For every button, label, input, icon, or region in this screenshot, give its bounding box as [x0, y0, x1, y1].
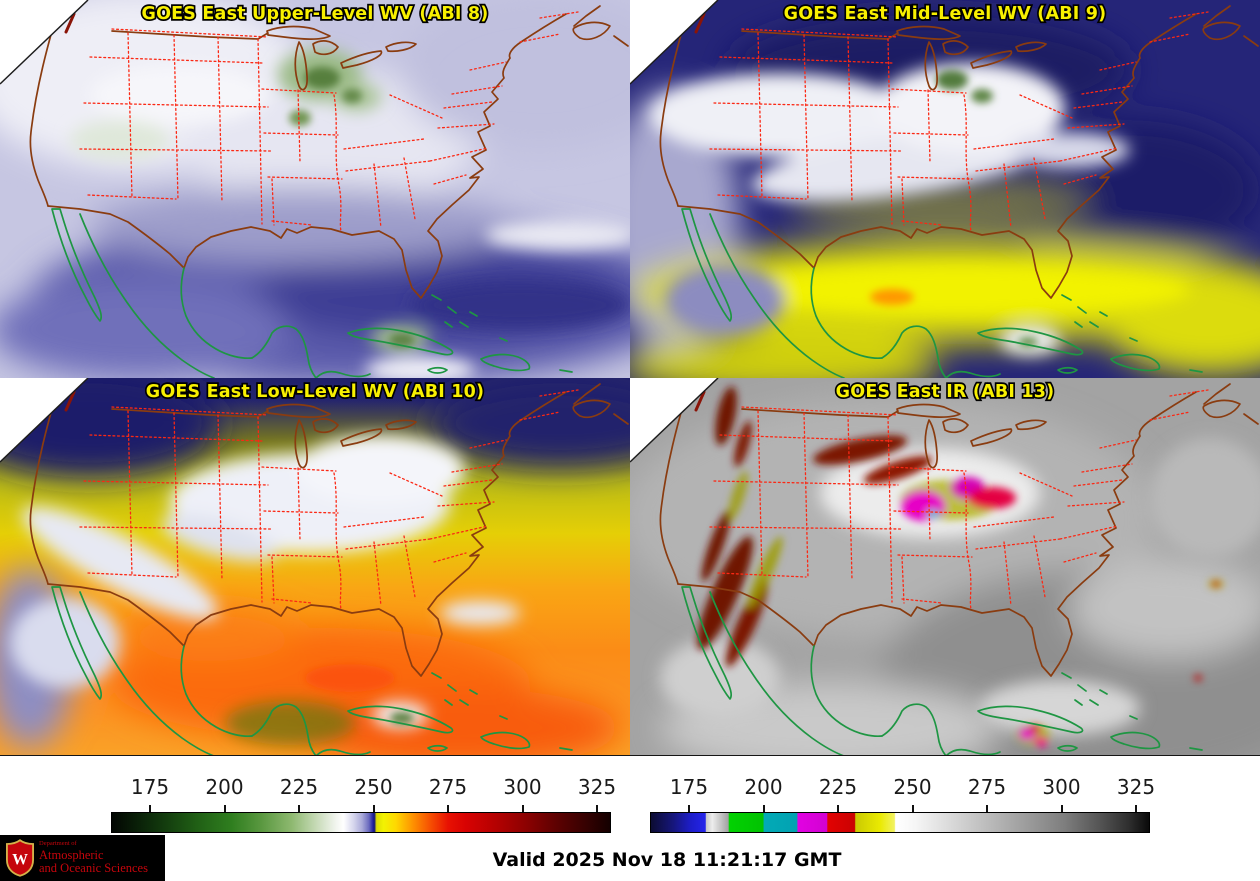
panel-title-abi13: GOES East IR (ABI 13)	[836, 382, 1055, 402]
ir-colorbar: 175 200 225 250 275 300 325	[650, 775, 1155, 833]
colorbar-tick-label: 200	[205, 775, 244, 799]
colorbar-tick	[762, 805, 765, 812]
footer-strip: 175 200 225 250 275 300 325 175 200 225 …	[0, 756, 1260, 881]
colorbar-tick	[149, 805, 151, 812]
crest-letter: W	[12, 852, 28, 869]
panel-abi10-image: GOES East Low-Level WV (ABI 10)	[0, 378, 630, 756]
colorbar-tick	[986, 805, 988, 812]
wv-colorbar-gradient	[111, 812, 611, 833]
colorbar-tick	[447, 805, 449, 812]
colorbar-tick	[911, 805, 914, 812]
panel-title-abi9: GOES East Mid-Level WV (ABI 9)	[784, 4, 1107, 24]
logo-dept-label: Department of	[39, 840, 77, 848]
colorbar-tick-label: 200	[744, 775, 783, 799]
colorbar-tick	[223, 805, 226, 812]
colorbar-tick-label: 225	[818, 775, 858, 799]
colorbar-tick-label: 250	[893, 775, 932, 799]
colorbar-tick-label: 225	[279, 775, 319, 799]
colorbar-tick	[837, 805, 839, 812]
colorbar-tick	[1060, 805, 1063, 812]
ir-enhanced-cold-tops	[697, 386, 1224, 747]
colorbar-tick-label: 300	[503, 775, 542, 799]
panel-abi9-image: GOES East Mid-Level WV (ABI 9)	[630, 0, 1260, 378]
logo-text-block: Department of Atmospheric and Oceanic Sc…	[39, 841, 148, 875]
colorbar-tick	[596, 805, 598, 812]
wv-low-features	[305, 664, 414, 724]
uw-crest-icon: W	[6, 839, 34, 877]
wv-mid-features	[870, 70, 1038, 347]
panel-title-abi10: GOES East Low-Level WV (ABI 10)	[146, 382, 485, 402]
colorbar-tick-label: 325	[577, 775, 617, 799]
wv-colorbar: 175 200 225 250 275 300 325	[111, 775, 616, 833]
logo-name-line2: and Oceanic Sciences	[39, 861, 148, 876]
colorbar-tick-label: 325	[1116, 775, 1156, 799]
colorbar-tick-label: 250	[354, 775, 393, 799]
colorbar-tick-label: 300	[1042, 775, 1081, 799]
valid-timestamp: Valid 2025 Nov 18 11:21:17 GMT	[492, 849, 842, 871]
colorbar-tick-label: 175	[130, 775, 170, 799]
panel-bottom-border	[0, 755, 1260, 757]
colorbar-tick	[1135, 805, 1137, 812]
logo-name-line1: Atmospheric	[39, 847, 104, 862]
panel-grid: GOES East Upper-Level WV (ABI 8)	[0, 0, 1260, 756]
colorbar-tick-label: 275	[428, 775, 468, 799]
colorbar-tick	[372, 805, 375, 812]
wv-low-cloud-bands	[10, 435, 520, 745]
colorbar-tick	[298, 805, 300, 812]
panel-title-abi8: GOES East Upper-Level WV (ABI 8)	[142, 4, 489, 24]
colorbar-tick-label: 175	[669, 775, 709, 799]
panel-abi13-image: GOES East IR (ABI 13)	[630, 378, 1260, 756]
uw-aos-logo: W Department of Atmospheric and Oceanic …	[0, 835, 165, 881]
panel-abi8-image: GOES East Upper-Level WV (ABI 8)	[0, 0, 630, 378]
wv-upper-cold-cloud-tops	[289, 67, 415, 347]
colorbar-tick	[688, 805, 690, 812]
ir-colorbar-gradient	[650, 812, 1150, 833]
colorbar-tick	[521, 805, 524, 812]
colorbar-tick-label: 275	[967, 775, 1007, 799]
